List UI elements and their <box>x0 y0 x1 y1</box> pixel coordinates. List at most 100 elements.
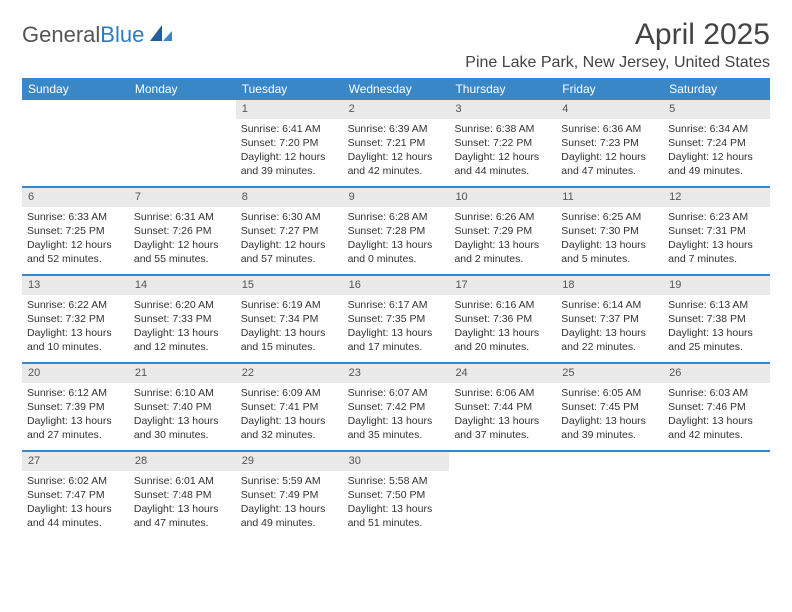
daylight-text: Daylight: 12 hours and 49 minutes. <box>668 150 765 178</box>
calendar-cell: 27Sunrise: 6:02 AMSunset: 7:47 PMDayligh… <box>22 452 129 538</box>
daylight-text: Daylight: 12 hours and 44 minutes. <box>454 150 551 178</box>
sunrise-text: Sunrise: 6:13 AM <box>668 298 765 312</box>
daylight-text: Daylight: 12 hours and 39 minutes. <box>241 150 338 178</box>
day-number: 2 <box>343 100 450 119</box>
day-number: 7 <box>129 188 236 207</box>
sunrise-text: Sunrise: 6:39 AM <box>348 122 445 136</box>
sunrise-text: Sunrise: 6:05 AM <box>561 386 658 400</box>
day-details: Sunrise: 6:20 AMSunset: 7:33 PMDaylight:… <box>129 295 236 359</box>
sunset-text: Sunset: 7:48 PM <box>134 488 231 502</box>
day-details: Sunrise: 6:22 AMSunset: 7:32 PMDaylight:… <box>22 295 129 359</box>
sunset-text: Sunset: 7:47 PM <box>27 488 124 502</box>
brand-name: GeneralBlue <box>22 22 144 48</box>
sunrise-text: Sunrise: 6:20 AM <box>134 298 231 312</box>
daylight-text: Daylight: 13 hours and 51 minutes. <box>348 502 445 530</box>
day-number: 27 <box>22 452 129 471</box>
calendar-cell <box>449 452 556 538</box>
day-number <box>449 452 556 456</box>
day-number: 6 <box>22 188 129 207</box>
calendar-cell: 2Sunrise: 6:39 AMSunset: 7:21 PMDaylight… <box>343 100 450 186</box>
day-details: Sunrise: 6:34 AMSunset: 7:24 PMDaylight:… <box>663 119 770 183</box>
day-number: 11 <box>556 188 663 207</box>
month-title: April 2025 <box>465 18 770 52</box>
sunset-text: Sunset: 7:26 PM <box>134 224 231 238</box>
sunset-text: Sunset: 7:46 PM <box>668 400 765 414</box>
sunset-text: Sunset: 7:20 PM <box>241 136 338 150</box>
day-number: 20 <box>22 364 129 383</box>
calendar-cell: 29Sunrise: 5:59 AMSunset: 7:49 PMDayligh… <box>236 452 343 538</box>
sunset-text: Sunset: 7:29 PM <box>454 224 551 238</box>
sunset-text: Sunset: 7:41 PM <box>241 400 338 414</box>
sunrise-text: Sunrise: 5:58 AM <box>348 474 445 488</box>
day-details: Sunrise: 5:58 AMSunset: 7:50 PMDaylight:… <box>343 471 450 535</box>
daylight-text: Daylight: 12 hours and 52 minutes. <box>27 238 124 266</box>
day-number: 22 <box>236 364 343 383</box>
daylight-text: Daylight: 13 hours and 10 minutes. <box>27 326 124 354</box>
daylight-text: Daylight: 13 hours and 49 minutes. <box>241 502 338 530</box>
sunrise-text: Sunrise: 6:34 AM <box>668 122 765 136</box>
sunrise-text: Sunrise: 6:09 AM <box>241 386 338 400</box>
day-details: Sunrise: 6:14 AMSunset: 7:37 PMDaylight:… <box>556 295 663 359</box>
daylight-text: Daylight: 13 hours and 7 minutes. <box>668 238 765 266</box>
day-details: Sunrise: 6:39 AMSunset: 7:21 PMDaylight:… <box>343 119 450 183</box>
sunrise-text: Sunrise: 6:12 AM <box>27 386 124 400</box>
calendar-cell <box>22 100 129 186</box>
day-details: Sunrise: 6:26 AMSunset: 7:29 PMDaylight:… <box>449 207 556 271</box>
day-details: Sunrise: 6:13 AMSunset: 7:38 PMDaylight:… <box>663 295 770 359</box>
weekday-header: Saturday <box>663 78 770 100</box>
calendar-grid: 1Sunrise: 6:41 AMSunset: 7:20 PMDaylight… <box>22 100 770 538</box>
day-details: Sunrise: 6:12 AMSunset: 7:39 PMDaylight:… <box>22 383 129 447</box>
sunset-text: Sunset: 7:24 PM <box>668 136 765 150</box>
day-number: 10 <box>449 188 556 207</box>
day-details: Sunrise: 5:59 AMSunset: 7:49 PMDaylight:… <box>236 471 343 535</box>
daylight-text: Daylight: 13 hours and 47 minutes. <box>134 502 231 530</box>
sunset-text: Sunset: 7:36 PM <box>454 312 551 326</box>
sunrise-text: Sunrise: 6:28 AM <box>348 210 445 224</box>
sunset-text: Sunset: 7:50 PM <box>348 488 445 502</box>
calendar-cell: 7Sunrise: 6:31 AMSunset: 7:26 PMDaylight… <box>129 188 236 274</box>
daylight-text: Daylight: 13 hours and 42 minutes. <box>668 414 765 442</box>
calendar-cell: 14Sunrise: 6:20 AMSunset: 7:33 PMDayligh… <box>129 276 236 362</box>
calendar-cell: 12Sunrise: 6:23 AMSunset: 7:31 PMDayligh… <box>663 188 770 274</box>
day-number: 9 <box>343 188 450 207</box>
sunrise-text: Sunrise: 6:10 AM <box>134 386 231 400</box>
day-number <box>663 452 770 456</box>
calendar-cell: 6Sunrise: 6:33 AMSunset: 7:25 PMDaylight… <box>22 188 129 274</box>
daylight-text: Daylight: 12 hours and 55 minutes. <box>134 238 231 266</box>
calendar-cell: 25Sunrise: 6:05 AMSunset: 7:45 PMDayligh… <box>556 364 663 450</box>
brand-logo: GeneralBlue <box>22 18 174 48</box>
sunset-text: Sunset: 7:33 PM <box>134 312 231 326</box>
day-number: 25 <box>556 364 663 383</box>
weekday-header: Monday <box>129 78 236 100</box>
day-number: 14 <box>129 276 236 295</box>
sunset-text: Sunset: 7:32 PM <box>27 312 124 326</box>
sunrise-text: Sunrise: 5:59 AM <box>241 474 338 488</box>
day-number: 28 <box>129 452 236 471</box>
sunset-text: Sunset: 7:23 PM <box>561 136 658 150</box>
daylight-text: Daylight: 13 hours and 0 minutes. <box>348 238 445 266</box>
weekday-header: Sunday <box>22 78 129 100</box>
calendar-cell: 26Sunrise: 6:03 AMSunset: 7:46 PMDayligh… <box>663 364 770 450</box>
day-details: Sunrise: 6:10 AMSunset: 7:40 PMDaylight:… <box>129 383 236 447</box>
daylight-text: Daylight: 13 hours and 37 minutes. <box>454 414 551 442</box>
daylight-text: Daylight: 12 hours and 57 minutes. <box>241 238 338 266</box>
day-number: 23 <box>343 364 450 383</box>
day-number: 18 <box>556 276 663 295</box>
day-details: Sunrise: 6:19 AMSunset: 7:34 PMDaylight:… <box>236 295 343 359</box>
sunset-text: Sunset: 7:42 PM <box>348 400 445 414</box>
sunset-text: Sunset: 7:38 PM <box>668 312 765 326</box>
sunset-text: Sunset: 7:25 PM <box>27 224 124 238</box>
calendar-cell <box>129 100 236 186</box>
calendar-cell: 22Sunrise: 6:09 AMSunset: 7:41 PMDayligh… <box>236 364 343 450</box>
weekday-header: Friday <box>556 78 663 100</box>
daylight-text: Daylight: 13 hours and 2 minutes. <box>454 238 551 266</box>
day-details: Sunrise: 6:07 AMSunset: 7:42 PMDaylight:… <box>343 383 450 447</box>
sunset-text: Sunset: 7:28 PM <box>348 224 445 238</box>
sunset-text: Sunset: 7:21 PM <box>348 136 445 150</box>
sunrise-text: Sunrise: 6:38 AM <box>454 122 551 136</box>
calendar-cell: 3Sunrise: 6:38 AMSunset: 7:22 PMDaylight… <box>449 100 556 186</box>
calendar-cell <box>556 452 663 538</box>
sunrise-text: Sunrise: 6:19 AM <box>241 298 338 312</box>
calendar-week: 20Sunrise: 6:12 AMSunset: 7:39 PMDayligh… <box>22 362 770 450</box>
sunrise-text: Sunrise: 6:25 AM <box>561 210 658 224</box>
